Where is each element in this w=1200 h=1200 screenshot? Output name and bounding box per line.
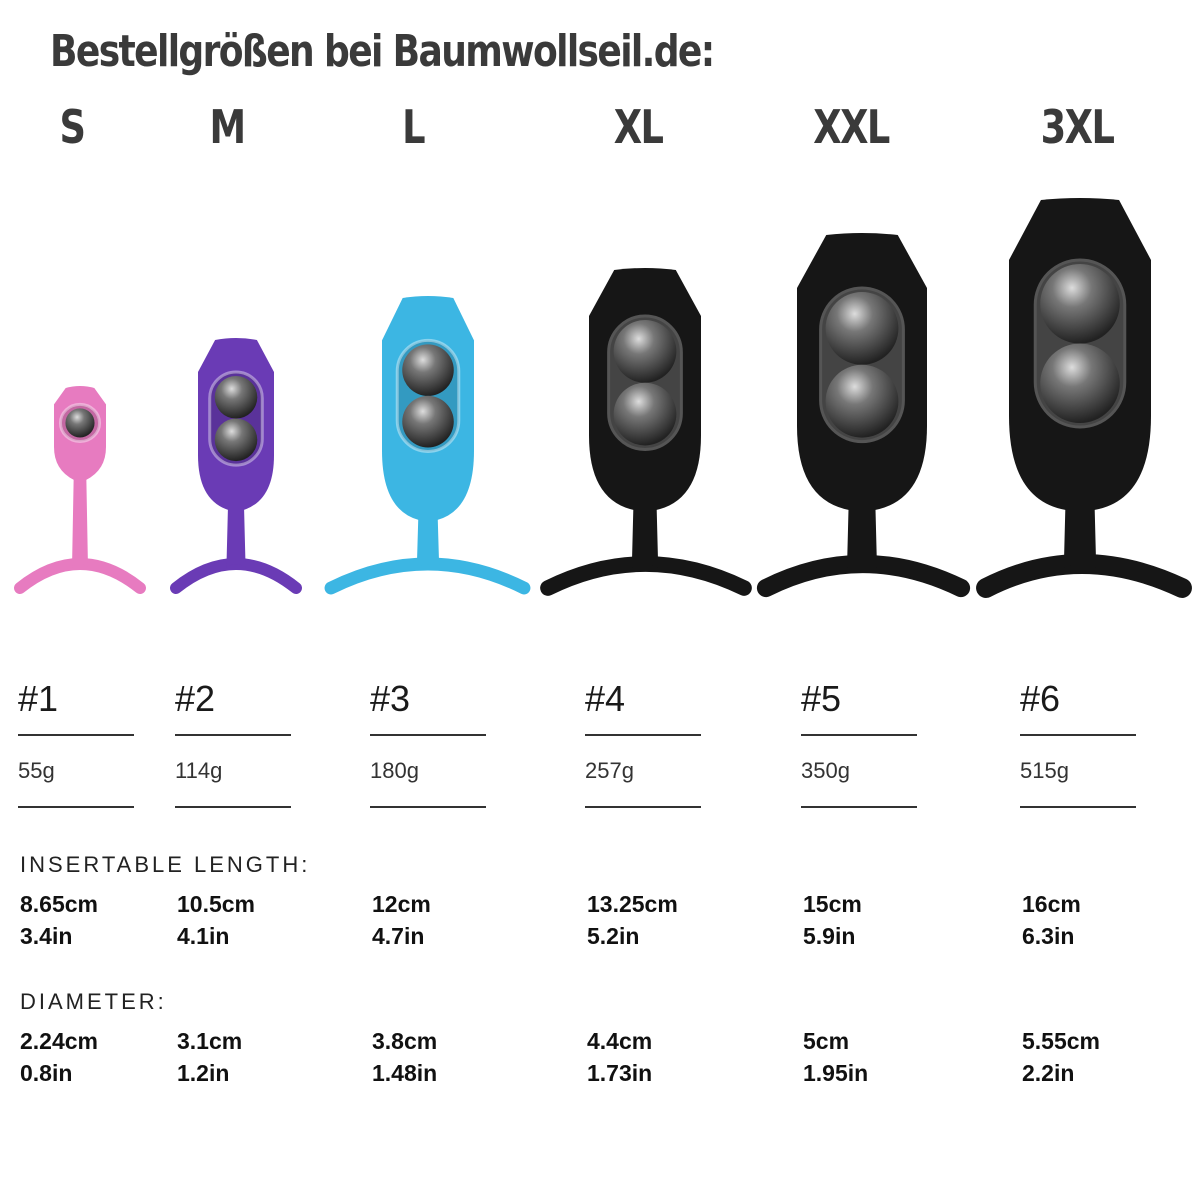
ball-icon: [825, 292, 899, 365]
product-diameter-cm: 3.8cm: [372, 1028, 438, 1054]
product-length-cm: 8.65cm: [20, 891, 99, 917]
product-number: #2: [175, 676, 291, 736]
product-weight: 515g: [1020, 736, 1136, 808]
size-label-xl: XL: [613, 100, 664, 154]
diameter-label: DIAMETER:: [20, 989, 167, 1014]
product-column: #2 114g: [175, 676, 291, 808]
product-column: #5 350g: [801, 676, 917, 808]
size-label-3xl: 3XL: [1040, 100, 1115, 154]
size-label-l: L: [402, 100, 425, 154]
product-length-in: 5.9in: [803, 923, 856, 949]
product-base: [324, 557, 531, 595]
product-base: [756, 555, 971, 598]
product-base: [540, 556, 752, 596]
product-diameter-in: 1.95in: [803, 1060, 869, 1086]
product-length-cm: 12cm: [372, 891, 431, 917]
product-length-cm: 15cm: [803, 891, 862, 917]
product-diameter-in: 1.48in: [372, 1060, 438, 1086]
ball-icon: [214, 376, 258, 419]
product-column: #3 180g: [370, 676, 486, 808]
product-diameter-cm: 5cm: [803, 1028, 850, 1054]
ball-icon: [65, 408, 95, 438]
product-neck: [72, 460, 88, 568]
product-base: [170, 558, 302, 594]
ball-icon: [402, 344, 454, 396]
ball-icon: [214, 418, 258, 462]
product-number: #3: [370, 676, 486, 736]
size-label-xxl: XXL: [813, 100, 890, 154]
product-weight: 180g: [370, 736, 486, 808]
product-length-in: 5.2in: [587, 923, 640, 949]
product-weight: 350g: [801, 736, 917, 808]
product-base: [976, 554, 1192, 598]
product-base: [14, 558, 146, 594]
product-diameter-cm: 3.1cm: [177, 1028, 243, 1054]
product-diameter-in: 1.73in: [587, 1060, 653, 1086]
product-length-cm: 10.5cm: [177, 891, 256, 917]
ball-icon: [825, 364, 899, 438]
product-length-cm: 13.25cm: [587, 891, 678, 917]
ball-icon: [613, 320, 677, 383]
product-diameter-cm: 2.24cm: [20, 1028, 99, 1054]
product-number: #4: [585, 676, 701, 736]
size-label-s: S: [59, 100, 87, 154]
product-length-in: 4.7in: [372, 923, 425, 949]
product-diameter-in: 2.2in: [1022, 1060, 1075, 1086]
product-column: #4 257g: [585, 676, 701, 808]
product-diameter-in: 1.2in: [177, 1060, 230, 1086]
size-label-m: M: [209, 100, 246, 154]
product-column: #6 515g: [1020, 676, 1136, 808]
ball-icon: [402, 395, 454, 448]
product-weight: 257g: [585, 736, 701, 808]
product-weight: 55g: [18, 736, 134, 808]
product-length-cm: 16cm: [1022, 891, 1081, 917]
product-number: #6: [1020, 676, 1136, 736]
product-number: #1: [18, 676, 134, 736]
ball-icon: [1040, 343, 1120, 424]
product-diameter-cm: 5.55cm: [1022, 1028, 1101, 1054]
page-title: Bestellgrößen bei Baumwollseil.de:: [50, 26, 715, 77]
product-length-in: 4.1in: [177, 923, 230, 949]
product-diameter-cm: 4.4cm: [587, 1028, 653, 1054]
product-number: #5: [801, 676, 917, 736]
product-length-in: 6.3in: [1022, 923, 1075, 949]
product-weight: 114g: [175, 736, 291, 808]
product-diameter-in: 0.8in: [20, 1060, 73, 1086]
ball-icon: [613, 382, 677, 446]
product-length-in: 3.4in: [20, 923, 73, 949]
product-column: #1 55g: [18, 676, 134, 808]
ball-icon: [1040, 264, 1120, 344]
insertable-length-label: INSERTABLE LENGTH:: [20, 852, 311, 877]
